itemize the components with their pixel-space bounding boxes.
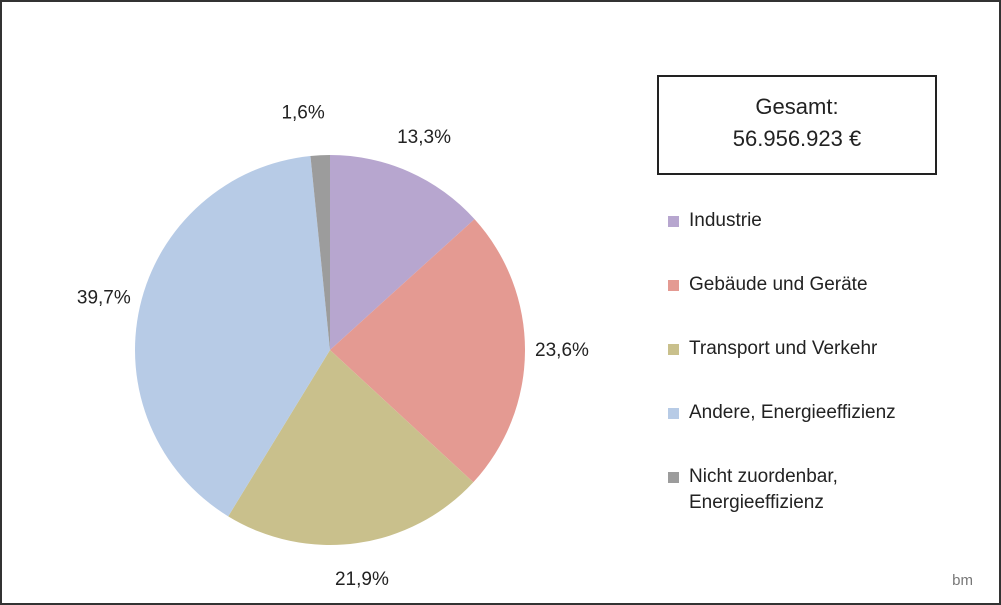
total-box: Gesamt: 56.956.923 € [657, 75, 937, 175]
legend-label: Industrie [689, 210, 762, 231]
total-label: Gesamt: [755, 94, 839, 119]
pie-slice [330, 219, 526, 483]
pie-slice [330, 155, 475, 350]
legend-item: Nicht zuordenbar, Energieeffizienz [668, 464, 968, 528]
legend-swatch [668, 216, 679, 227]
pie-slice [310, 155, 330, 350]
legend-item: Industrie [668, 208, 968, 272]
legend-label: Gebäude und Geräte [689, 274, 868, 295]
data-label: 13,3% [397, 127, 451, 148]
legend-swatch [668, 472, 679, 483]
logo: bm [952, 572, 973, 589]
pie-slice [228, 350, 474, 545]
pie-slice [135, 155, 330, 517]
legend-item: Andere, Energieeffizienz [668, 400, 968, 464]
legend-swatch [668, 408, 679, 419]
data-label: 21,9% [335, 569, 389, 590]
total-value: 56.956.923 € [732, 126, 862, 151]
legend-swatch [668, 280, 679, 291]
data-label: 23,6% [535, 340, 589, 361]
legend-item: Transport und Verkehr [668, 336, 968, 400]
legend-label: Transport und Verkehr [689, 338, 878, 359]
legend-swatch [668, 344, 679, 355]
legend: Industrie Gebäude und Geräte Transport und… [668, 208, 968, 528]
legend-label: Andere, Energieeffizienz [689, 402, 896, 423]
data-label: 1,6% [281, 102, 324, 123]
data-label: 39,7% [77, 287, 131, 308]
legend-item: Gebäude und Geräte [668, 272, 968, 336]
legend-label: Nicht zuordenbar, Energieeffizienz [689, 466, 838, 513]
